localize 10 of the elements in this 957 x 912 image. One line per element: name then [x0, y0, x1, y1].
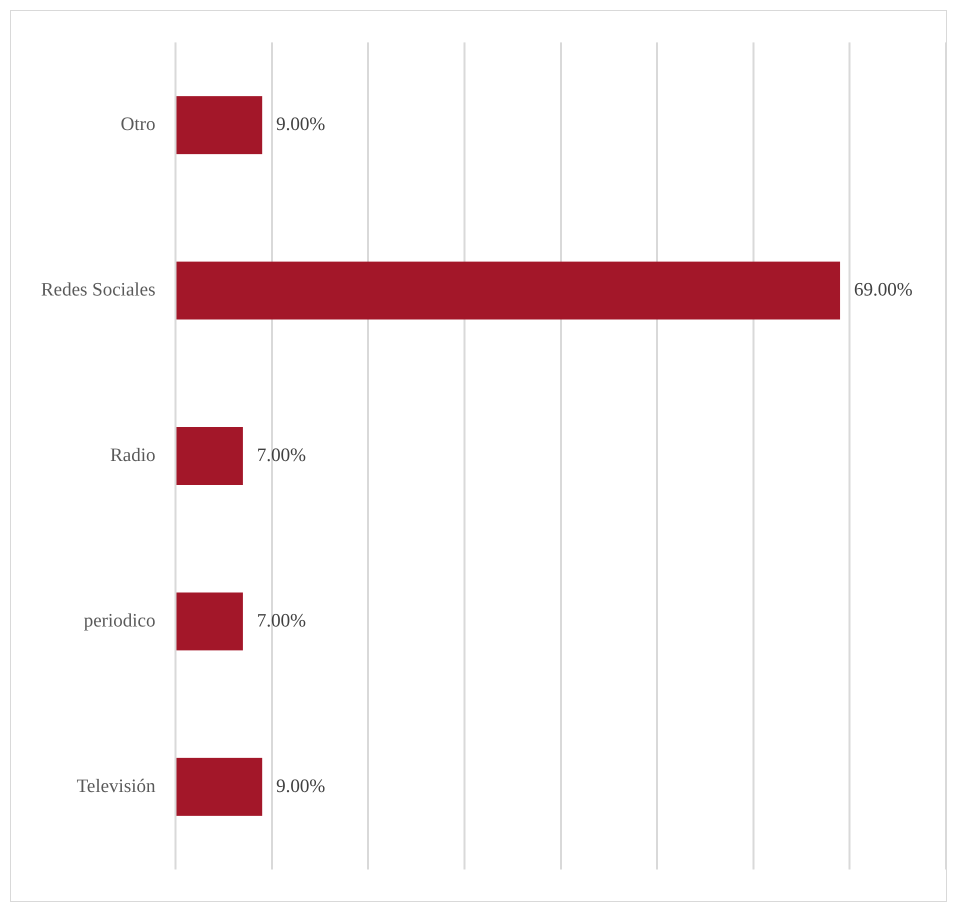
data-label: 9.00% — [276, 114, 326, 136]
data-label: 9.00% — [276, 776, 326, 797]
data-label: 7.00% — [256, 610, 306, 632]
y-tick-label: Televisión — [76, 776, 156, 797]
y-tick-label: periodico — [84, 610, 156, 632]
data-label: 7.00% — [256, 444, 306, 466]
data-label: 69.00% — [854, 280, 913, 301]
y-tick-label: Otro — [120, 114, 156, 136]
y-tick-label: Radio — [110, 444, 156, 466]
y-tick-label: Redes Sociales — [40, 280, 156, 301]
